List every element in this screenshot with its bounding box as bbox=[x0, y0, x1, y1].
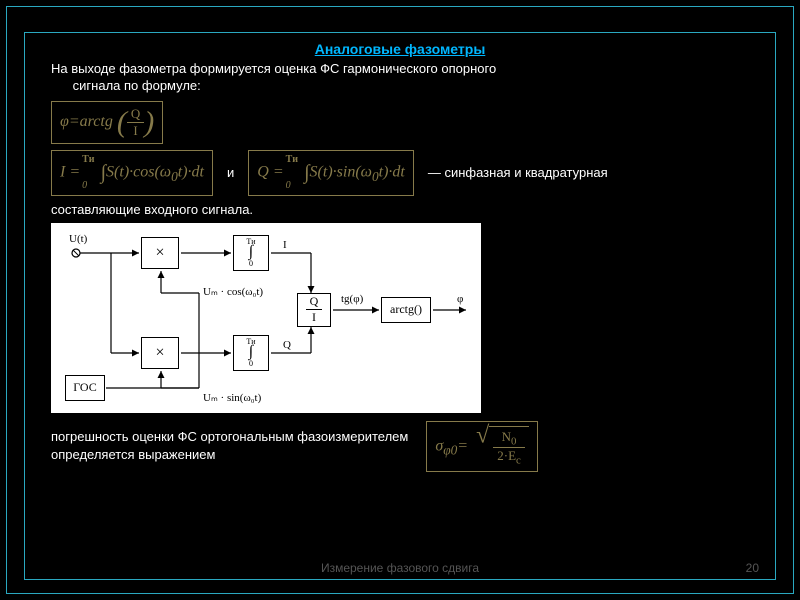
mult-top: × bbox=[141, 237, 179, 269]
int-top-lower: 0 bbox=[249, 259, 253, 268]
phi-lhs: φ bbox=[60, 113, 69, 130]
block-diagram: U(t) × × Tи ∫ 0 Tи ∫ 0 I Q Q I tg(φ) arc… bbox=[51, 223, 481, 413]
tail-text: — синфазная и квадратурная bbox=[428, 165, 608, 180]
i-sub: 0 bbox=[171, 169, 178, 184]
phi-den: I bbox=[127, 123, 144, 139]
div-num: Q bbox=[306, 294, 323, 310]
i-lower: 0 bbox=[82, 181, 94, 191]
lbl-phi: φ bbox=[457, 293, 463, 305]
int-top-sym: ∫ bbox=[249, 246, 253, 259]
footer-text: Измерение фазового сдвига bbox=[25, 561, 775, 575]
lbl-umsin: Uₘ · sin(ω₀t) bbox=[203, 391, 261, 404]
sigma-eq: = bbox=[457, 437, 468, 454]
q-upper: Tи bbox=[286, 155, 298, 165]
lbl-ut: U(t) bbox=[69, 233, 87, 245]
sigma-sub: φ0 bbox=[443, 442, 457, 457]
q-lhs: Q = bbox=[257, 163, 283, 180]
i-body2: t)·dt bbox=[178, 163, 204, 180]
divider: Q I bbox=[297, 293, 331, 327]
q-sub: 0 bbox=[372, 169, 379, 184]
error-text1: погрешность оценки ФС ортогональным фазо… bbox=[51, 429, 408, 444]
i-upper: Tи bbox=[82, 155, 94, 165]
q-formula: Q = Tи0 ∫S(t)·sin(ω0t)·dt bbox=[248, 150, 414, 196]
goc-box: ГОС bbox=[65, 375, 105, 401]
arctg-box: arctg() bbox=[381, 297, 431, 323]
q-body2: t)·dt bbox=[379, 163, 405, 180]
div-den: I bbox=[308, 310, 320, 325]
int-top: Tи ∫ 0 bbox=[233, 235, 269, 271]
sigma-formula: σφ0= √ N0 2·Ec bbox=[426, 421, 538, 472]
error-text: погрешность оценки ФС ортогональным фазо… bbox=[51, 428, 408, 464]
sigma-num-sub: 0 bbox=[511, 435, 516, 447]
connector-i: и bbox=[227, 165, 234, 180]
intro-line1: На выходе фазометра формируется оценка Ф… bbox=[51, 61, 496, 76]
lbl-umcos: Uₘ · cos(ω₀t) bbox=[203, 285, 263, 298]
phi-op: =arctg bbox=[69, 113, 113, 130]
sigma-den-sub: c bbox=[516, 455, 521, 467]
i-lhs: I = bbox=[60, 163, 80, 180]
lbl-tgphi: tg(φ) bbox=[341, 293, 363, 305]
int-bot: Tи ∫ 0 bbox=[233, 335, 269, 371]
diagram-wrap: U(t) × × Tи ∫ 0 Tи ∫ 0 I Q Q I tg(φ) arc… bbox=[51, 223, 763, 413]
intro-text: На выходе фазометра формируется оценка Ф… bbox=[51, 61, 763, 95]
i-body: S(t)·cos(ω bbox=[106, 163, 171, 180]
phi-formula-row: φ=arctg (QI) bbox=[51, 101, 763, 144]
i-formula: I = Tи0 ∫S(t)·cos(ω0t)·dt bbox=[51, 150, 213, 196]
phi-num: Q bbox=[127, 106, 144, 123]
lbl-q: Q bbox=[283, 339, 291, 351]
iq-formula-row: I = Tи0 ∫S(t)·cos(ω0t)·dt и Q = Tи0 ∫S(t… bbox=[51, 150, 763, 196]
slide-title: Аналоговые фазометры bbox=[37, 41, 763, 57]
q-body: S(t)·sin(ω bbox=[310, 163, 372, 180]
sigma-num: N bbox=[502, 429, 511, 444]
int-bot-lower: 0 bbox=[249, 359, 253, 368]
mult-bot: × bbox=[141, 337, 179, 369]
lbl-i: I bbox=[283, 239, 287, 251]
int-bot-sym: ∫ bbox=[249, 346, 253, 359]
components-text: составляющие входного сигнала. bbox=[51, 202, 763, 217]
error-text2: определяется выражением bbox=[51, 447, 215, 462]
slide-frame: Аналоговые фазометры На выходе фазометра… bbox=[24, 32, 776, 580]
sigma-den: 2·E bbox=[497, 448, 516, 463]
page-number: 20 bbox=[746, 561, 759, 575]
q-lower: 0 bbox=[286, 181, 298, 191]
phi-formula: φ=arctg (QI) bbox=[51, 101, 163, 144]
error-row: погрешность оценки ФС ортогональным фазо… bbox=[51, 421, 763, 472]
intro-line2: сигнала по формуле: bbox=[73, 78, 201, 93]
